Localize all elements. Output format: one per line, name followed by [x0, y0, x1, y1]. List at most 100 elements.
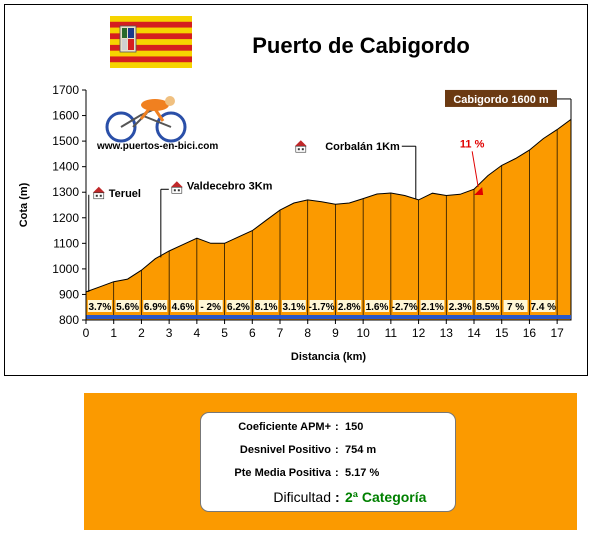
- segment-gradient: 8.1%: [254, 300, 279, 313]
- house-window: [173, 189, 176, 192]
- segment-gradient-label: 1.6%: [366, 302, 389, 313]
- pendiente-value: 5.17 %: [345, 467, 380, 479]
- x-tick-label: 5: [221, 326, 228, 340]
- coat-quarter: [122, 39, 127, 50]
- house-window: [297, 148, 300, 151]
- y-tick-label: 1200: [52, 211, 79, 225]
- separator: :: [335, 421, 339, 433]
- pendiente-label: Pte Media Positiva: [234, 467, 331, 479]
- house-icon: [170, 181, 183, 194]
- max-gradient-wedge: [474, 186, 484, 195]
- cyclist-legs: [139, 108, 165, 122]
- elevation-profile-chart: Puerto de Cabigordo 3.7% 5.6% 6.9% 4.6% - 2% 6…: [18, 16, 572, 363]
- y-axis-label: Cota (m): [18, 182, 30, 227]
- gradient-label-bg: [198, 300, 223, 312]
- gradient-label-bg: [531, 300, 556, 312]
- max-gradient-marker: 11 %: [460, 139, 485, 195]
- coat-quarter: [128, 39, 134, 50]
- x-tick-label: 9: [332, 326, 339, 340]
- aragon-flag: [110, 16, 192, 68]
- summary-row-desnivel: Desnivel Positivo : 754 m: [201, 444, 455, 464]
- house-window: [301, 148, 304, 151]
- x-tick-label: 2: [138, 326, 145, 340]
- gradient-label-bg: [337, 300, 362, 312]
- annotation-summit: Cabigordo 1600 m: [445, 89, 572, 120]
- website-text: www.puertos-en-bici.com: [96, 141, 218, 152]
- page-title: Puerto de Cabigordo: [252, 33, 470, 58]
- y-tick-label: 1400: [52, 160, 79, 174]
- summary-row-apm: Coeficiente APM+ : 150: [201, 421, 455, 441]
- segment-gradient: 2.1%: [420, 300, 445, 313]
- y-tick-label: 1500: [52, 134, 79, 148]
- segment-gradient-label: 3.1%: [282, 302, 305, 313]
- gradient-label-bg: [254, 300, 279, 312]
- x-tick-label: 16: [523, 326, 537, 340]
- coat-quarter: [122, 28, 127, 38]
- cyclist-logo: [105, 96, 187, 143]
- segment-gradient: -1.7%: [309, 300, 335, 313]
- segment-gradient: 7 %: [503, 300, 528, 313]
- y-tick-label: 800: [59, 313, 79, 327]
- gradient-label-bg: [226, 300, 251, 312]
- max-gradient-leader: [471, 151, 479, 188]
- house-wall: [295, 145, 307, 153]
- x-tick-label: 13: [440, 326, 454, 340]
- house-wall: [93, 192, 105, 200]
- x-tick-label: 8: [304, 326, 311, 340]
- house-window: [177, 189, 180, 192]
- segment-gradient: 6.9%: [143, 300, 168, 313]
- segment-gradient-label: 8.1%: [255, 302, 278, 313]
- gradient-label-bg: [475, 300, 500, 312]
- annotation-label: Valdecebro 3Km: [187, 180, 273, 192]
- gradient-label-bg: [171, 300, 195, 312]
- y-tick-label: 1600: [52, 109, 79, 123]
- house-icon: [92, 186, 105, 200]
- y-tick-label: 900: [59, 287, 79, 301]
- house-wall: [171, 186, 183, 194]
- segment-gradient-label: - 2%: [200, 302, 221, 313]
- cyclist-head: [165, 96, 175, 106]
- gradient-label-bg: [420, 300, 445, 312]
- coat-quarter: [128, 28, 134, 38]
- segment-gradient: 2.3%: [448, 300, 473, 313]
- x-tick-label: 10: [356, 326, 370, 340]
- segment-gradient: 2.8%: [337, 300, 362, 313]
- summary-row-pendiente: Pte Media Positiva : 5.17 %: [201, 467, 455, 487]
- segment-gradient-label: 2.1%: [421, 302, 444, 313]
- y-tick-label: 1000: [52, 262, 79, 276]
- summary-panel: Coeficiente APM+ : 150 Desnivel Positivo…: [84, 393, 577, 530]
- bike-wheel: [105, 111, 137, 143]
- x-tick-label: 7: [277, 326, 284, 340]
- gradient-label-bg: [392, 300, 417, 312]
- gradient-label-bg: [87, 300, 112, 312]
- segment-gradient: -2.7%: [392, 300, 418, 313]
- x-tick-label: 17: [550, 326, 564, 340]
- segment-gradient-label: 2.8%: [338, 302, 361, 313]
- flag-stripe: [110, 33, 192, 40]
- gradient-label-bg: [309, 300, 334, 312]
- annotation-teruel: Teruel: [88, 186, 141, 292]
- x-tick-label: 4: [194, 326, 201, 340]
- x-tick-label: 1: [110, 326, 117, 340]
- base-bar: [86, 315, 571, 319]
- segment-gradient: 1.6%: [365, 300, 389, 313]
- segment-gradient-label: -2.7%: [392, 302, 418, 313]
- segment-gradient: 8.5%: [475, 300, 500, 313]
- x-tick-label: 14: [467, 326, 481, 340]
- segment-gradient-label: 6.2%: [227, 302, 250, 313]
- gradient-label-bg: [365, 300, 389, 312]
- separator: :: [335, 467, 339, 479]
- cyclist-body: [141, 99, 169, 111]
- segment-gradient: 7.4 %: [530, 300, 556, 313]
- segment-gradient-label: 6.9%: [144, 302, 167, 313]
- flag-stripe: [110, 44, 192, 51]
- gradient-label-bg: [143, 300, 168, 312]
- profile-frame: Puerto de Cabigordo 3.7% 5.6% 6.9% 4.6% - 2% 6…: [4, 4, 588, 376]
- annotation-valdecebro: Valdecebro 3Km: [160, 180, 273, 258]
- house-roof: [170, 181, 183, 188]
- annotation-label: Corbalán 1Km: [325, 141, 400, 153]
- segment-gradient-label: -1.7%: [309, 302, 335, 313]
- gradient-label-bg: [281, 300, 306, 312]
- summary-box: Coeficiente APM+ : 150 Desnivel Positivo…: [200, 412, 456, 512]
- segment-gradient: 3.1%: [281, 300, 306, 313]
